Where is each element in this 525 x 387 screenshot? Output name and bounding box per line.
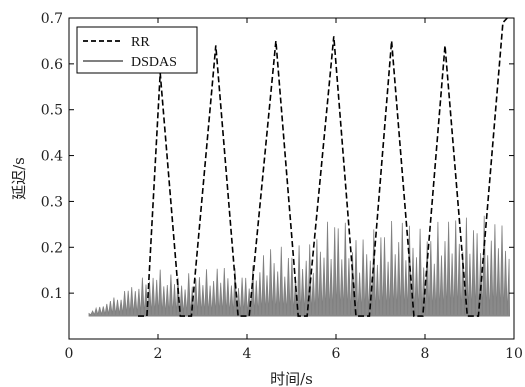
y-axis-label: 延迟/s: [10, 157, 28, 200]
x-tick-label: 8: [421, 346, 430, 362]
y-tick-label: 0.6: [41, 57, 63, 73]
x-tick-label: 2: [154, 346, 163, 362]
legend-entry-rr: RR: [131, 35, 150, 50]
legend: RR DSDAS: [76, 26, 198, 74]
y-tick-label: 0.5: [41, 103, 63, 119]
y-tick-label: 0.1: [41, 286, 63, 302]
x-tick-label: 4: [243, 346, 252, 362]
x-tick-label: 0: [65, 346, 74, 362]
plot-frame: [68, 17, 515, 340]
x-axis-label: 时间/s: [270, 370, 313, 387]
y-tick-label: 0.4: [41, 149, 63, 165]
legend-box: [76, 26, 198, 74]
x-tick-label: 6: [332, 346, 341, 362]
y-tick-label: 0.7: [41, 11, 63, 27]
series-dsdas-line: [88, 215, 511, 317]
legend-entry-dsdas: DSDAS: [131, 55, 177, 70]
axis-ticks: 0 2 4 6 8 10 0.1 0.2 0.3 0.4 0.5 0.6 0.7: [41, 11, 523, 362]
y-tick-label: 0.3: [41, 194, 63, 210]
x-tick-label: 10: [505, 346, 523, 362]
y-tick-label: 0.2: [41, 240, 63, 256]
series-layer: [88, 17, 511, 317]
